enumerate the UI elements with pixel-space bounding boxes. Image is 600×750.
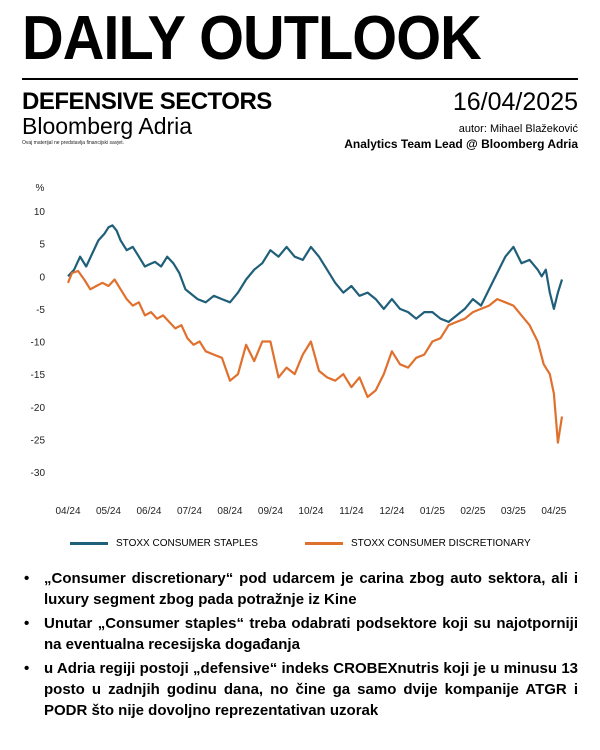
y-tick-label: -15 bbox=[31, 370, 46, 381]
x-tick-label: 05/24 bbox=[96, 506, 121, 517]
brand-name: Bloomberg Adria bbox=[22, 113, 193, 139]
y-tick-label: -10 bbox=[31, 338, 46, 349]
x-tick-label: 04/24 bbox=[55, 506, 80, 517]
page-title: DAILY OUTLOOK bbox=[22, 4, 482, 73]
x-tick-label: 01/25 bbox=[420, 506, 445, 517]
y-tick-label: 0 bbox=[39, 272, 45, 283]
bullet-dot-icon: • bbox=[24, 615, 30, 632]
bullet-text: u Adria regiji postoji „defensive“ indek… bbox=[44, 660, 578, 719]
bullet-dot-icon: • bbox=[24, 660, 30, 677]
series-line-discretionary bbox=[66, 269, 564, 444]
legend-label-discretionary: STOXX CONSUMER DISCRETIONARY bbox=[351, 538, 531, 549]
x-tick-label: 03/25 bbox=[501, 506, 526, 517]
bullet-list: • „Consumer discretionary“ pod udarcem je… bbox=[22, 568, 578, 724]
y-tick-label: 10 bbox=[34, 207, 46, 218]
x-tick-label: 02/25 bbox=[460, 506, 485, 517]
bullet-text: „Consumer discretionary“ pod udarcem je … bbox=[44, 570, 578, 608]
bullet-item: • „Consumer discretionary“ pod udarcem je… bbox=[22, 568, 578, 610]
x-tick-label: 07/24 bbox=[177, 506, 202, 517]
bullet-item: • Unutar „Consumer staples“ treba odabrat… bbox=[22, 613, 578, 655]
y-tick-label: -30 bbox=[31, 468, 46, 479]
x-tick-label: 09/24 bbox=[258, 506, 283, 517]
y-tick-label: -20 bbox=[31, 403, 46, 414]
bullet-text: Unutar „Consumer staples“ treba odabrati… bbox=[44, 615, 578, 653]
series-line-staples bbox=[67, 224, 564, 323]
x-tick-label: 11/24 bbox=[339, 506, 364, 517]
bullet-dot-icon: • bbox=[24, 570, 30, 587]
disclaimer-text: Ovaj materijal ne predstavlja financijsk… bbox=[22, 140, 124, 146]
sector-title: DEFENSIVE SECTORS bbox=[22, 88, 272, 115]
x-tick-label: 10/24 bbox=[298, 506, 323, 517]
legend-label-staples: STOXX CONSUMER STAPLES bbox=[116, 538, 258, 549]
x-tick-label: 12/24 bbox=[379, 506, 404, 517]
y-axis-label: % bbox=[36, 183, 45, 194]
line-chart: % 10 5 0 -5 -10 -15 -20 -25 -30 04/24 05/24 06/24 0… bbox=[31, 183, 567, 517]
header-divider bbox=[22, 78, 578, 80]
y-tick-label: 5 bbox=[39, 240, 45, 251]
x-tick-label: 04/25 bbox=[541, 506, 566, 517]
legend-swatch-discretionary bbox=[305, 542, 343, 545]
author-line: autor: Mihael Blažeković bbox=[458, 123, 578, 135]
report-date: 16/04/2025 bbox=[452, 88, 578, 116]
author-role: Analytics Team Lead @ Bloomberg Adria bbox=[344, 137, 578, 151]
x-tick-label: 06/24 bbox=[136, 506, 161, 517]
y-tick-label: -5 bbox=[36, 305, 45, 316]
legend-swatch-staples bbox=[70, 542, 108, 545]
x-tick-label: 08/24 bbox=[217, 506, 242, 517]
legend-item-discretionary: STOXX CONSUMER DISCRETIONARY bbox=[305, 538, 531, 549]
legend-item-staples: STOXX CONSUMER STAPLES bbox=[70, 538, 258, 549]
bullet-item: • u Adria regiji postoji „defensive“ inde… bbox=[22, 658, 578, 721]
y-tick-label: -25 bbox=[31, 435, 46, 446]
